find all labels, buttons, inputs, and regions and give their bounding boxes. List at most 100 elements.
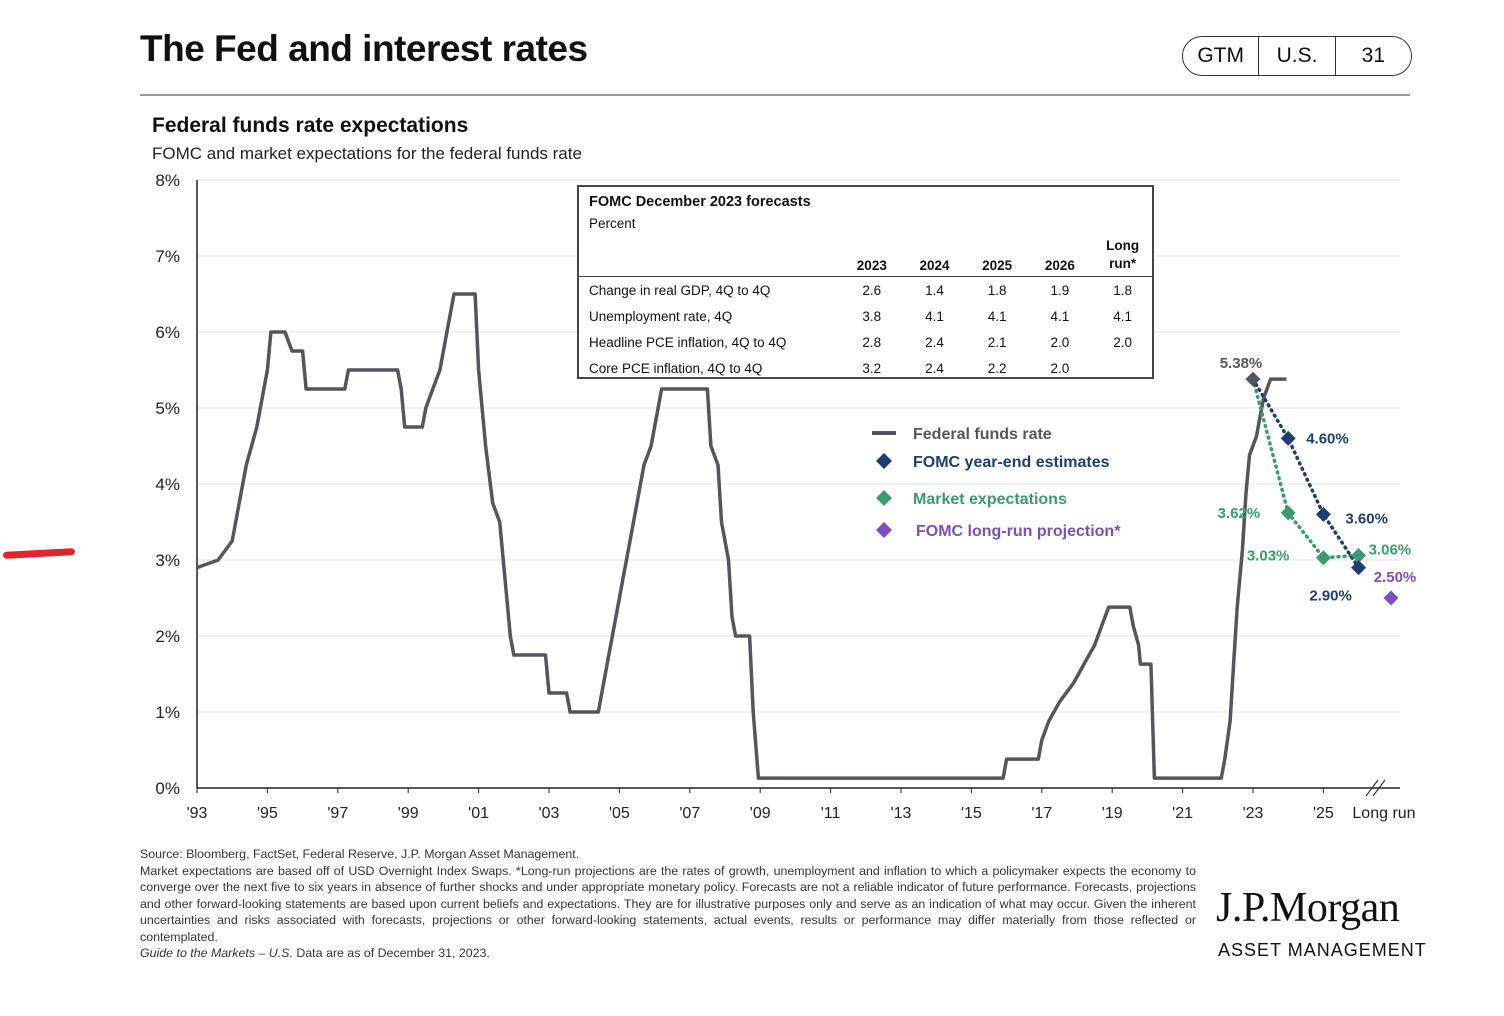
legend-label: Federal funds rate (913, 426, 1052, 443)
footnote-body: Market expectations are based off of USD… (140, 863, 1196, 944)
row-label: Core PCE inflation, 4Q to 4Q (589, 360, 763, 376)
x-tick-label: '15 (961, 805, 982, 822)
fomc-estimate-marker (1280, 430, 1296, 446)
table-row: Core PCE inflation, 4Q to 4Q 3.2 2.4 2.2… (579, 355, 1154, 381)
table-cell: 2.0 (1050, 334, 1070, 350)
legend-label: Market expectations (913, 491, 1067, 508)
fomc-estimates-line (1251, 377, 1361, 570)
logo-subtitle: ASSET MANAGEMENT (1218, 940, 1427, 960)
x-tick-label: '99 (398, 805, 419, 822)
y-tick-label: 6% (155, 323, 180, 342)
x-tick-label: '93 (187, 805, 208, 822)
y-tick-label: 2% (155, 627, 180, 646)
table-header: 2026 (1044, 258, 1075, 273)
market-expectations-line (1251, 377, 1361, 560)
long-run-label: 2.50% (1374, 569, 1417, 586)
x-tick-label: '23 (1243, 805, 1264, 822)
legend-swatch-diamond (876, 522, 892, 538)
legend-swatch-diamond (876, 490, 892, 506)
fed-funds-rate-line (196, 292, 1287, 780)
footnote-asof: Guide to the Markets – U.S. Data are as … (140, 945, 1196, 962)
badge-gtm: GTM (1183, 37, 1260, 75)
market-expectation-label: 3.06% (1369, 541, 1412, 558)
x-tick-label: '09 (750, 805, 771, 822)
y-tick-label: 5% (155, 399, 180, 418)
table-header: 2023 (856, 258, 887, 273)
table-cell: 1.8 (987, 282, 1007, 298)
fomc-forecast-table: FOMC December 2023 forecasts Percent 202… (577, 185, 1154, 379)
x-tick-label: '97 (327, 805, 348, 822)
table-header-row: 2023 2024 2025 2026 Long run* (579, 235, 1154, 277)
table-cell (1091, 355, 1154, 381)
table-cell: 4.1 (1113, 308, 1132, 324)
table-cell: 1.9 (1050, 282, 1070, 298)
table-unit: Percent (589, 216, 636, 231)
footnote-guide: Guide to the Markets – U.S. (140, 946, 293, 960)
table-header-long-run: Long run* (1106, 238, 1140, 271)
table-cell: 4.1 (925, 308, 944, 324)
table-cell: 2.4 (925, 360, 944, 376)
x-tick-label: '05 (609, 805, 630, 822)
x-tick-label: '95 (257, 805, 278, 822)
fomc-estimate-label: 2.90% (1309, 588, 1352, 605)
page-badge: GTM U.S. 31 (1182, 36, 1412, 76)
badge-page-number: 31 (1361, 44, 1385, 67)
legend-label: FOMC year-end estimates (913, 454, 1110, 471)
chart-title: Federal funds rate expectations (152, 114, 469, 137)
fomc-estimate-label: 3.60% (1345, 510, 1388, 527)
x-tick-label: '01 (468, 805, 489, 822)
table-cell: 1.8 (1113, 282, 1132, 298)
x-tick-label: Long run (1352, 805, 1415, 822)
long-run-marker (1383, 590, 1399, 606)
market-expectation-label: 3.03% (1247, 548, 1290, 565)
row-label: Unemployment rate, 4Q (589, 308, 733, 324)
table-cell: 2.4 (925, 334, 944, 350)
forecast-grid: 2023 2024 2025 2026 Long run* Change in … (579, 235, 1154, 381)
market-expectation-marker (1351, 547, 1367, 563)
table-header: 2025 (982, 258, 1013, 273)
y-tick-label: 7% (155, 247, 180, 266)
x-tick-label: '11 (821, 805, 841, 822)
marker-layer: 3.62% 3.03% 3.06% 5.38% 4.60% 3.60% 2.90% 2.50% (1218, 355, 1417, 606)
current-rate-marker (1245, 371, 1261, 387)
x-tick-label: '07 (679, 805, 700, 822)
y-tick-label: 8% (155, 171, 180, 190)
badge-region: U.S. (1259, 37, 1336, 75)
table-cell: 2.0 (1050, 360, 1070, 376)
row-label: Headline PCE inflation, 4Q to 4Q (589, 334, 787, 350)
fomc-estimate-label: 5.38% (1220, 355, 1263, 372)
table-cell: 2.6 (862, 282, 882, 298)
axis-layer: 0% 1% 2% 3% 4% 5% 6% 7% 8% '93 '95 '97 '99 '01 '03 '05 '… (155, 171, 1415, 822)
fomc-estimate-marker (1351, 560, 1367, 576)
y-tick-label: 4% (155, 475, 180, 494)
axis-break-mark (1372, 779, 1386, 797)
footnote-date: Data are as of December 31, 2023. (292, 946, 490, 960)
table-cell: 3.2 (862, 360, 882, 376)
legend-layer: Federal funds rate FOMC year-end estimate… (872, 426, 1121, 540)
y-tick-label: 0% (155, 779, 180, 798)
footnote-source: Source: Bloomberg, FactSet, Federal Rese… (140, 847, 580, 861)
jpmorgan-logo: J.P.Morgan (1216, 885, 1400, 931)
x-tick-label: '03 (539, 805, 560, 822)
market-expectation-marker (1315, 550, 1331, 566)
table-cell: 2.1 (987, 334, 1007, 350)
table-cell: 4.1 (987, 308, 1007, 324)
table-row: Change in real GDP, 4Q to 4Q 2.6 1.4 1.8… (579, 277, 1154, 304)
market-expectation-label: 3.62% (1218, 505, 1261, 522)
footnote: Source: Bloomberg, FactSet, Federal Rese… (140, 846, 1196, 962)
x-tick-label: '17 (1031, 805, 1052, 822)
table-cell: 4.1 (1050, 308, 1070, 324)
table-cell: 1.4 (925, 282, 944, 298)
row-label: Change in real GDP, 4Q to 4Q (589, 282, 771, 298)
x-tick-label: '25 (1313, 805, 1334, 822)
x-tick-label: '13 (891, 805, 912, 822)
axis-break-mark (1365, 779, 1379, 797)
table-row: Headline PCE inflation, 4Q to 4Q 2.8 2.4… (579, 329, 1154, 355)
fomc-estimate-label: 4.60% (1306, 430, 1349, 447)
x-tick-label: '19 (1102, 805, 1123, 822)
table-cell: 2.2 (987, 360, 1007, 376)
legend-swatch-diamond (876, 453, 892, 469)
fomc-estimate-marker (1315, 506, 1331, 522)
y-tick-label: 1% (155, 703, 180, 722)
